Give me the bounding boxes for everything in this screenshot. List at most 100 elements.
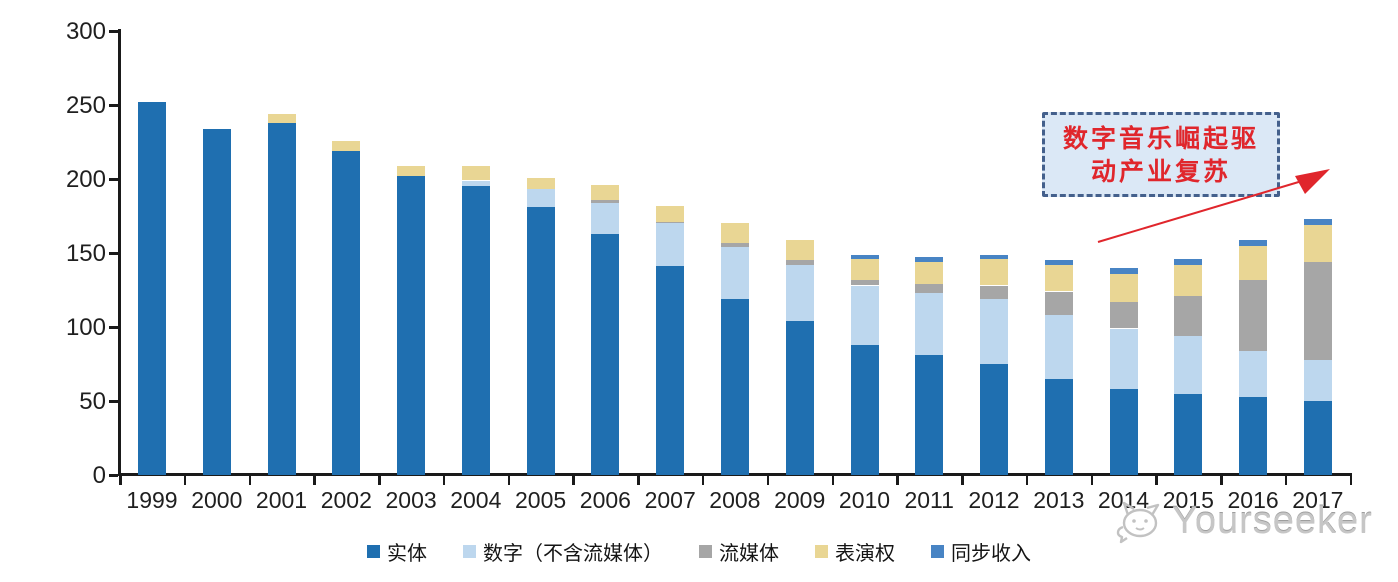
bar-segment [915, 284, 944, 293]
y-axis-tick [109, 325, 118, 329]
bar-segment [720, 223, 749, 243]
bar-segment [1044, 315, 1073, 379]
watermark-label: Yourseeker [1172, 499, 1373, 542]
bar-segment [1044, 378, 1073, 475]
legend-swatch [367, 545, 380, 558]
bar-segment [656, 223, 685, 267]
legend-label: 实体 [387, 541, 427, 565]
bar-segment [1044, 264, 1073, 292]
bar-segment [332, 150, 361, 475]
y-axis-tick-label: 150 [65, 240, 106, 267]
bar-segment [461, 186, 490, 475]
x-axis-label: 2015 [1162, 487, 1214, 513]
x-axis-label: 2000 [191, 487, 243, 513]
x-axis-label: 2008 [709, 487, 761, 513]
legend-swatch [815, 545, 828, 558]
y-axis-tick [109, 399, 118, 403]
x-axis-tick [442, 476, 446, 485]
bar-segment [980, 258, 1008, 286]
legend-swatch [463, 545, 476, 558]
x-axis-tick [119, 476, 122, 485]
bar-segment [720, 247, 749, 299]
legend-item: 数字（不含流媒体） [463, 537, 663, 566]
x-axis-label: 2002 [320, 487, 372, 513]
bar-segment [1239, 350, 1268, 397]
bar-segment [720, 242, 749, 247]
bar-segment [1109, 389, 1138, 475]
x-axis-label: 2003 [385, 487, 437, 513]
y-axis-tick-label: 100 [65, 314, 106, 341]
x-axis-tick [896, 476, 899, 485]
y-axis-tick-label: 0 [92, 462, 106, 489]
bar-segment [461, 165, 490, 181]
legend-label: 表演权 [835, 541, 895, 565]
y-axis-tick [109, 251, 118, 255]
bar-segment [915, 257, 944, 262]
legend-label: 数字（不含流媒体） [483, 541, 663, 565]
bar-segment [1174, 264, 1203, 296]
bar-segment [526, 189, 555, 208]
bar-segment [1174, 258, 1203, 265]
bar-segment [591, 184, 620, 200]
bar-segment [1303, 261, 1332, 360]
bar-segment [785, 264, 814, 321]
x-axis-tick [701, 476, 705, 485]
bar-segment [1109, 273, 1138, 302]
bar-segment [980, 364, 1008, 475]
x-axis-label: 2017 [1292, 487, 1344, 513]
bar-segment [785, 260, 814, 265]
y-axis-tick-label: 200 [65, 166, 106, 193]
bar-segment [1303, 401, 1332, 475]
bar-segment [591, 199, 620, 203]
x-axis-tick [766, 476, 770, 485]
bar-segment [591, 233, 620, 475]
legend-item: 流媒体 [699, 537, 779, 566]
x-axis-label: 2001 [255, 487, 308, 513]
annotation-text-line1: 数字音乐崛起驱 [1062, 123, 1259, 153]
y-axis-tick [109, 177, 118, 181]
bar-segment [656, 205, 685, 222]
x-axis-tick [572, 476, 575, 485]
bar-segment [915, 355, 944, 475]
bar-segment [915, 261, 944, 285]
bar-segment [1044, 260, 1073, 265]
bar-segment [1044, 291, 1073, 316]
x-axis-tick [507, 476, 511, 485]
x-axis-label: 2011 [904, 487, 954, 513]
x-axis-label: 2012 [968, 487, 1020, 513]
cat-logo-icon [1116, 501, 1160, 544]
bar-segment [1174, 393, 1203, 475]
bar-segment [461, 180, 490, 187]
bar-segment [1109, 267, 1138, 274]
bar-segment [1109, 301, 1138, 329]
x-axis-label: 2013 [1033, 487, 1085, 513]
x-axis-tick [378, 476, 381, 485]
x-axis-label: 2007 [644, 487, 696, 513]
bar-segment [980, 254, 1008, 259]
x-axis-tick [248, 476, 251, 485]
bar-segment [267, 113, 296, 123]
legend-label: 同步收入 [951, 541, 1031, 565]
bar-segment [850, 254, 879, 259]
bar-segment [1239, 239, 1268, 246]
x-axis-tick [1349, 476, 1353, 485]
bar-segment [1174, 295, 1203, 336]
legend-label: 流媒体 [719, 541, 779, 565]
bar-segment [526, 177, 555, 190]
x-axis-tick [1090, 476, 1093, 485]
x-axis-tick [961, 476, 964, 485]
bar-segment [1303, 219, 1332, 225]
bar-segment [915, 293, 944, 356]
x-axis-tick [637, 476, 640, 485]
y-axis-tick [109, 29, 118, 33]
x-axis-label: 2014 [1097, 487, 1150, 513]
bar-segment [1239, 245, 1268, 280]
bar-segment [656, 266, 685, 475]
bar-segment [1239, 279, 1268, 351]
legend-item: 实体 [367, 537, 427, 566]
bar-segment [850, 285, 879, 345]
annotation-text-line2: 动产业复苏 [1090, 156, 1231, 186]
legend-swatch [699, 545, 712, 558]
bar-segment [397, 176, 426, 475]
